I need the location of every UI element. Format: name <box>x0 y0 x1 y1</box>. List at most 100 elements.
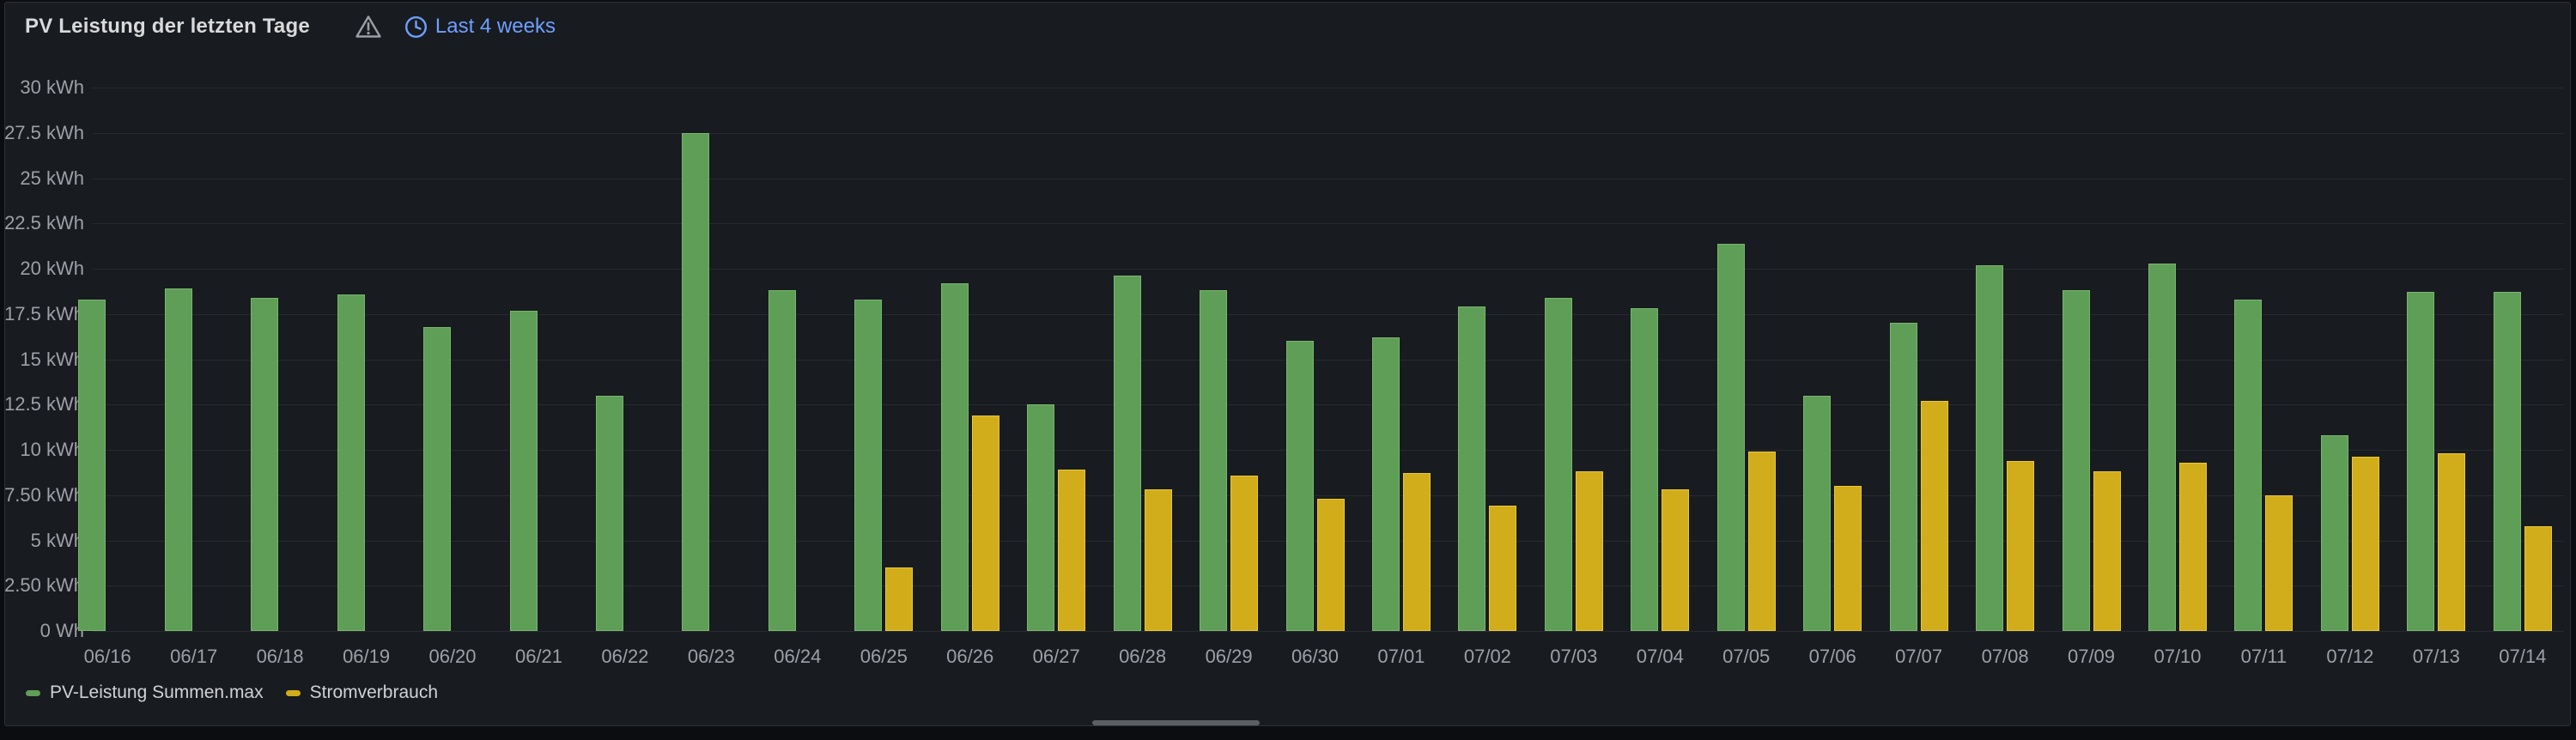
bar-pv-07/03[interactable] <box>1544 297 1572 631</box>
bar-pv-07/11[interactable] <box>2234 299 2263 631</box>
bar-pv-07/07[interactable] <box>1889 323 1917 631</box>
y-tick-label: 12.5 kWh <box>4 393 84 415</box>
x-tick-label: 07/04 <box>1636 646 1684 667</box>
bar-verbrauch-07/06[interactable] <box>1834 486 1862 631</box>
x-tick-label: 07/11 <box>2240 646 2287 667</box>
gridline <box>93 269 2564 270</box>
bar-pv-06/28[interactable] <box>1113 276 1141 631</box>
x-tick-label: 06/16 <box>83 646 131 667</box>
x-tick-label: 06/23 <box>687 646 735 667</box>
bar-pv-07/13[interactable] <box>2407 292 2435 631</box>
bar-pv-07/02[interactable] <box>1458 306 1486 631</box>
y-tick-label: 30 kWh <box>20 76 84 98</box>
legend-swatch-stromverbrauch <box>285 689 301 696</box>
panel-header: PV Leistung der letzten Tage Last 4 week… <box>25 12 556 41</box>
y-tick-label: 22.5 kWh <box>4 212 84 234</box>
bar-pv-07/06[interactable] <box>1803 395 1832 631</box>
bar-pv-06/25[interactable] <box>854 299 883 631</box>
x-tick-label: 07/01 <box>1377 646 1425 667</box>
legend-item-pv[interactable]: PV-Leistung Summen.max <box>26 682 264 703</box>
bar-pv-07/01[interactable] <box>1371 337 1400 631</box>
bar-verbrauch-07/03[interactable] <box>1575 471 1603 631</box>
bar-pv-07/12[interactable] <box>2320 435 2348 631</box>
legend-label-stromverbrauch[interactable]: Stromverbrauch <box>309 682 439 702</box>
bar-pv-06/26[interactable] <box>940 282 969 631</box>
bar-pv-06/27[interactable] <box>1027 404 1055 632</box>
bar-verbrauch-07/05[interactable] <box>1747 452 1776 631</box>
bar-pv-07/05[interactable] <box>1716 243 1745 631</box>
x-tick-label: 06/30 <box>1291 646 1340 667</box>
bar-pv-07/04[interactable] <box>1631 308 1659 631</box>
bar-pv-06/22[interactable] <box>595 395 623 631</box>
bar-pv-07/10[interactable] <box>2148 263 2176 631</box>
bar-pv-07/09[interactable] <box>2062 290 2090 631</box>
horizontal-scrollbar-thumb[interactable] <box>1092 720 1260 725</box>
y-tick-label: 17.5 kWh <box>4 302 84 325</box>
bar-pv-06/20[interactable] <box>423 326 451 631</box>
y-tick-label: 0 Wh <box>39 620 84 641</box>
bar-verbrauch-07/04[interactable] <box>1662 489 1690 631</box>
y-tick-label: 27.5 kWh <box>4 121 84 143</box>
x-tick-label: 06/18 <box>256 646 304 667</box>
x-tick-label: 06/19 <box>343 646 391 667</box>
bar-verbrauch-06/29[interactable] <box>1230 475 1259 631</box>
x-tick-label: 06/25 <box>860 646 908 667</box>
gridline <box>93 223 2564 225</box>
x-tick-label: 06/27 <box>1032 646 1080 667</box>
bar-pv-06/29[interactable] <box>1200 290 1228 631</box>
y-tick-label: 25 kWh <box>20 167 84 189</box>
x-tick-label: 06/20 <box>428 646 477 667</box>
gridline <box>93 494 2564 496</box>
x-tick-label: 07/13 <box>2412 646 2460 667</box>
legend-item-stromverbrauch[interactable]: Stromverbrauch <box>285 682 439 703</box>
legend-label-pv[interactable]: PV-Leistung Summen.max <box>50 682 264 702</box>
gridline <box>93 404 2564 406</box>
bar-pv-06/17[interactable] <box>164 288 192 631</box>
bar-verbrauch-07/14[interactable] <box>2524 525 2552 631</box>
x-tick-label: 06/29 <box>1205 646 1253 667</box>
bar-pv-06/30[interactable] <box>1285 341 1314 631</box>
bar-verbrauch-06/26[interactable] <box>971 415 999 631</box>
x-tick-label: 07/08 <box>1981 646 2029 667</box>
gridline <box>93 450 2564 451</box>
x-tick-label: 07/02 <box>1463 646 1511 667</box>
bar-verbrauch-06/25[interactable] <box>885 567 914 631</box>
gridline <box>93 359 2564 361</box>
y-tick-label: 20 kWh <box>20 258 84 279</box>
bar-verbrauch-07/09[interactable] <box>2093 471 2121 631</box>
x-tick-label: 06/28 <box>1119 646 1167 667</box>
panel-warning[interactable] <box>355 14 382 39</box>
bar-verbrauch-06/27[interactable] <box>1058 470 1086 631</box>
bar-verbrauch-07/07[interactable] <box>1920 401 1948 631</box>
bar-pv-06/18[interactable] <box>251 297 279 631</box>
y-tick-label: 7.50 kWh <box>4 483 84 506</box>
bar-pv-06/23[interactable] <box>682 132 710 632</box>
panel-title[interactable]: PV Leistung der letzten Tage <box>25 15 310 38</box>
bar-pv-07/08[interactable] <box>1976 264 2004 631</box>
bar-pv-06/24[interactable] <box>768 290 796 631</box>
bar-verbrauch-07/12[interactable] <box>2351 457 2379 631</box>
bar-verbrauch-07/11[interactable] <box>2265 494 2293 632</box>
bar-verbrauch-07/13[interactable] <box>2438 453 2466 631</box>
bar-verbrauch-07/02[interactable] <box>1489 506 1517 631</box>
bar-pv-07/14[interactable] <box>2493 292 2521 631</box>
bar-verbrauch-06/28[interactable] <box>1144 489 1172 631</box>
gridline <box>93 631 2564 632</box>
time-range-label: Last 4 weeks <box>434 15 556 38</box>
legend: PV-Leistung Summen.max Stromverbrauch <box>26 681 438 705</box>
x-tick-label: 06/26 <box>946 646 994 667</box>
bar-verbrauch-06/30[interactable] <box>1316 499 1345 631</box>
bar-verbrauch-07/01[interactable] <box>1402 473 1431 631</box>
x-tick-label: 06/22 <box>601 646 649 667</box>
bar-verbrauch-07/08[interactable] <box>2007 460 2035 631</box>
bar-pv-06/19[interactable] <box>337 294 365 631</box>
x-tick-label: 07/10 <box>2154 646 2202 667</box>
x-tick-label: 07/14 <box>2499 646 2547 667</box>
x-tick-label: 06/21 <box>514 646 563 667</box>
x-tick-label: 07/12 <box>2326 646 2374 667</box>
bar-pv-06/21[interactable] <box>509 310 538 631</box>
bar-pv-06/16[interactable] <box>78 299 106 631</box>
x-tick-label: 07/05 <box>1722 646 1771 667</box>
bar-verbrauch-07/10[interactable] <box>2179 462 2207 631</box>
y-tick-label: 5 kWh <box>30 529 84 551</box>
